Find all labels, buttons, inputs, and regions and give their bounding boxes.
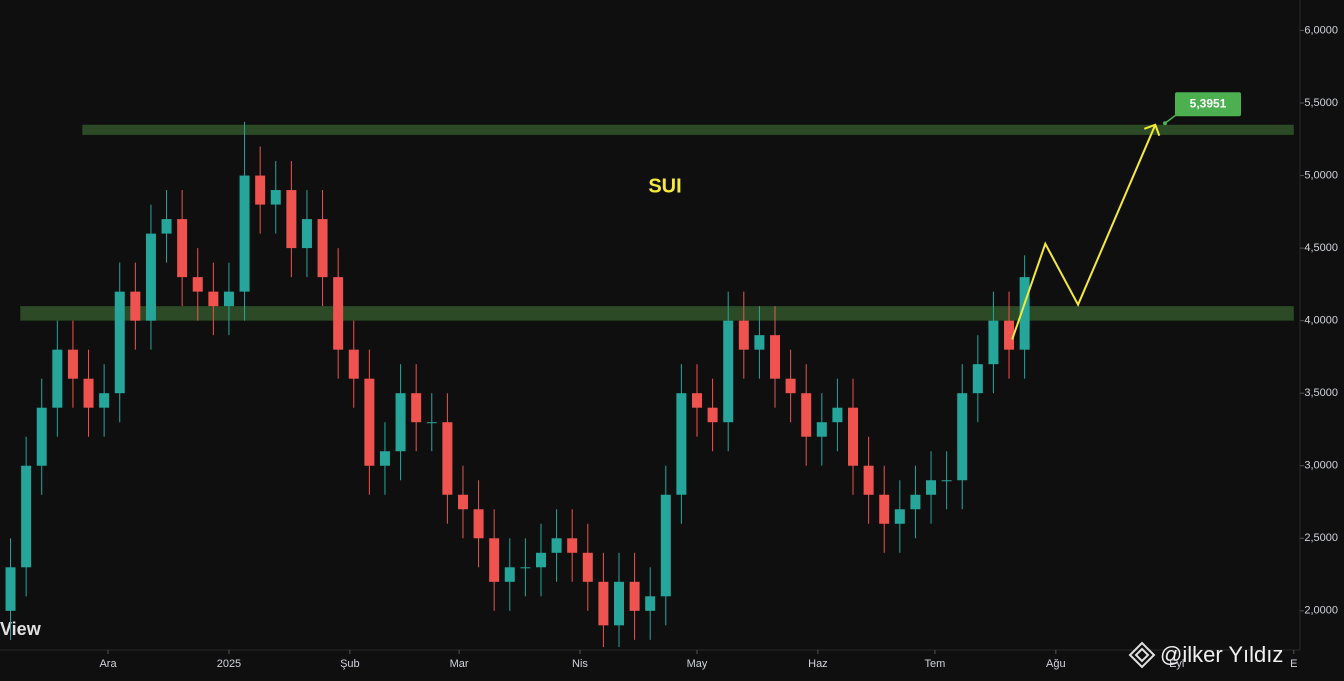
candle-body: [879, 494, 890, 524]
candle-body: [1019, 277, 1030, 350]
candle-body: [223, 291, 234, 307]
candle-body: [286, 190, 297, 249]
candle-body: [114, 291, 125, 394]
candle-body: [988, 320, 999, 365]
y-tick-label: 5,5000: [1304, 97, 1338, 109]
watermark: @ilker Yıldız: [1160, 642, 1283, 667]
candle-body: [848, 407, 859, 466]
candle-body: [551, 538, 562, 553]
candle-body: [738, 320, 749, 350]
candle-body: [364, 378, 375, 466]
price-label: 5,3951: [1190, 96, 1227, 110]
candle-body: [333, 277, 344, 350]
candle-body: [660, 494, 671, 597]
candle-body: [301, 219, 312, 249]
candle-body: [145, 233, 156, 321]
candle-body: [379, 451, 390, 466]
candle-body: [317, 219, 328, 278]
projection-arrowhead: [1143, 123, 1161, 137]
x-tick-label: May: [687, 658, 708, 670]
candle-body: [99, 393, 110, 408]
y-tick-label: 4,0000: [1304, 315, 1338, 327]
x-tick-label: Mar: [450, 658, 469, 670]
candle-body: [52, 349, 63, 408]
candle-body: [707, 407, 718, 423]
candle-body: [411, 393, 422, 423]
candle-body: [36, 407, 47, 466]
candle-body: [473, 509, 484, 539]
logo: [1128, 641, 1156, 669]
y-tick-label: 2,5000: [1304, 532, 1338, 544]
candle-body: [910, 494, 921, 510]
candle-body: [629, 581, 640, 611]
candle-body: [177, 219, 188, 278]
candle-body: [816, 422, 827, 437]
x-tick-label: E: [1290, 658, 1297, 670]
x-tick-label: Şub: [340, 658, 360, 670]
candle-body: [208, 291, 219, 307]
candle-body: [21, 465, 32, 568]
x-tick-label: Eyl: [1169, 658, 1184, 670]
candle-body: [1004, 320, 1015, 350]
y-tick-label: 3,5000: [1304, 387, 1338, 399]
candle-body: [676, 393, 687, 495]
candle-body: [957, 393, 968, 481]
candle-body: [348, 349, 359, 379]
watermark: View: [0, 619, 42, 639]
x-tick-label: Tem: [925, 658, 946, 670]
candle-body: [785, 378, 796, 394]
x-tick-label: Ağu: [1046, 658, 1066, 670]
candle-body: [863, 465, 874, 495]
y-tick-label: 2,0000: [1304, 605, 1338, 617]
x-tick-label: Ara: [99, 658, 117, 670]
y-tick-label: 6,0000: [1304, 24, 1338, 36]
candle-body: [832, 407, 843, 423]
candle-body: [567, 538, 578, 553]
chart-title: SUI: [648, 175, 681, 197]
x-tick-label: Haz: [808, 658, 828, 670]
candle-body: [691, 393, 702, 408]
candle-body: [894, 509, 905, 524]
candle-body: [770, 335, 781, 379]
candle-body: [582, 552, 593, 582]
candle-body: [520, 567, 531, 569]
candle-body: [504, 567, 515, 582]
candle-body: [255, 175, 266, 205]
candle-body: [598, 581, 609, 626]
candle-body: [130, 291, 141, 321]
candle-body: [395, 393, 406, 452]
zone: [20, 306, 1294, 321]
y-tick-label: 5,0000: [1304, 169, 1338, 181]
candle-body: [442, 422, 453, 495]
y-tick-label: 3,0000: [1304, 460, 1338, 472]
candle-body: [645, 596, 656, 611]
candle-body: [67, 349, 78, 379]
candle-body: [161, 219, 172, 234]
candle-body: [613, 581, 624, 626]
candle-body: [489, 538, 500, 582]
candle-body: [941, 480, 952, 482]
candle-body: [801, 393, 812, 437]
candle-body: [192, 277, 203, 292]
projection-line: [1011, 124, 1157, 340]
candle-body: [723, 320, 734, 423]
candle-body: [926, 480, 937, 495]
candle-body: [457, 494, 468, 510]
candle-body: [754, 335, 765, 350]
x-tick-label: 2025: [217, 658, 241, 670]
zone: [82, 124, 1294, 135]
candle-body: [239, 175, 250, 292]
y-tick-label: 4,5000: [1304, 242, 1338, 254]
candle-body: [535, 552, 546, 568]
x-tick-label: Nis: [572, 658, 588, 670]
candle-body: [426, 422, 437, 424]
price-label-box: [1175, 92, 1241, 117]
candle-body: [83, 378, 94, 408]
candle-body: [5, 567, 16, 611]
candle-body: [270, 190, 281, 205]
candle-body: [972, 364, 983, 394]
